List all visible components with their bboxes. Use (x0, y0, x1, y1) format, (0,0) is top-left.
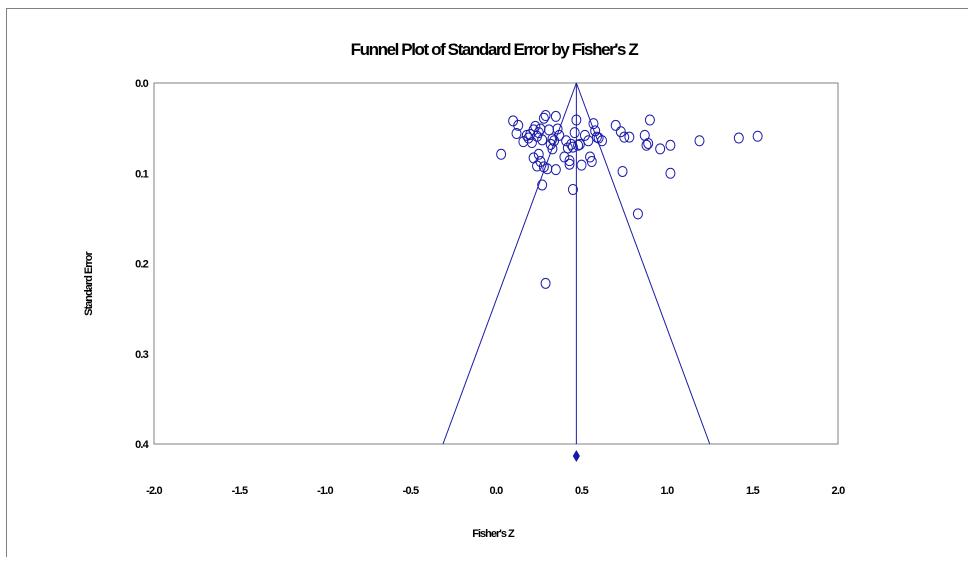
study-point (644, 114, 655, 126)
y-axis-ticks: 0.0 0.1 0.2 0.3 0.4 (135, 78, 150, 451)
study-point (550, 164, 561, 176)
study-point (665, 167, 676, 179)
study-point (564, 158, 575, 170)
study-point (571, 114, 582, 126)
study-point (567, 141, 578, 153)
x-tick-label: 1.0 (661, 485, 675, 497)
study-point (547, 143, 558, 155)
study-point (593, 132, 604, 144)
study-point (542, 163, 553, 175)
study-point (538, 112, 549, 124)
x-axis-ticks: -2.0 -1.5 -1.0 -0.5 0.0 0.5 1.0 1.5 2.0 (146, 485, 846, 497)
study-point (559, 151, 570, 163)
study-point (564, 155, 575, 167)
chart-frame (6, 8, 968, 557)
x-tick-label: 0.0 (490, 485, 504, 497)
study-point (540, 109, 551, 121)
study-point (537, 134, 548, 146)
study-point (513, 119, 524, 131)
study-point (496, 148, 507, 160)
data-points (496, 109, 763, 289)
study-point (511, 128, 522, 140)
study-point (619, 131, 630, 143)
study-point (597, 135, 608, 147)
study-point (526, 137, 537, 149)
x-axis-label: Fisher's Z (472, 528, 515, 540)
study-point (733, 132, 744, 144)
study-point (624, 131, 635, 143)
study-point (521, 129, 532, 141)
study-point (533, 148, 544, 160)
x-tick-label: 0.5 (575, 485, 589, 497)
study-point (579, 129, 590, 141)
study-point (694, 135, 705, 147)
y-tick-label: 0.3 (135, 349, 149, 361)
y-tick-label: 0.0 (135, 78, 149, 90)
study-point (544, 124, 555, 136)
y-axis-label: Standard Error (83, 250, 95, 315)
study-point (655, 143, 666, 155)
diamond-marker (572, 450, 580, 462)
y-tick-label: 0.4 (135, 439, 150, 451)
y-tick-label: 0.1 (135, 168, 149, 180)
study-point (562, 142, 573, 154)
x-tick-label: -2.0 (146, 485, 162, 497)
study-point (537, 179, 548, 191)
study-point (586, 156, 597, 168)
x-tick-label: -0.5 (403, 485, 419, 497)
study-point (561, 135, 572, 147)
study-point (540, 277, 551, 289)
study-point (576, 159, 587, 171)
study-point (617, 165, 628, 177)
study-point (569, 127, 580, 139)
study-point (574, 138, 585, 150)
study-point (643, 137, 654, 149)
study-point (610, 119, 621, 131)
chart-title: Funnel Plot of Standard Error by Fisher'… (351, 40, 639, 59)
study-point (588, 118, 599, 130)
study-point (665, 139, 676, 151)
study-point (641, 139, 652, 151)
study-point (535, 156, 546, 168)
study-point (567, 183, 578, 195)
study-point (752, 130, 763, 142)
study-point (554, 129, 565, 141)
x-tick-label: -1.0 (317, 485, 333, 497)
study-point (632, 208, 643, 220)
y-tick-label: 0.2 (135, 259, 149, 271)
plot-area (153, 82, 839, 445)
x-tick-label: 2.0 (832, 485, 846, 497)
x-tick-label: -1.5 (232, 485, 248, 497)
study-point (615, 126, 626, 138)
study-point (590, 125, 601, 137)
study-point (550, 110, 561, 122)
x-tick-label: 1.5 (746, 485, 760, 497)
study-point (583, 135, 594, 147)
combined-effect-diamond (572, 450, 580, 462)
study-point (552, 123, 563, 135)
funnel-line (575, 82, 711, 445)
